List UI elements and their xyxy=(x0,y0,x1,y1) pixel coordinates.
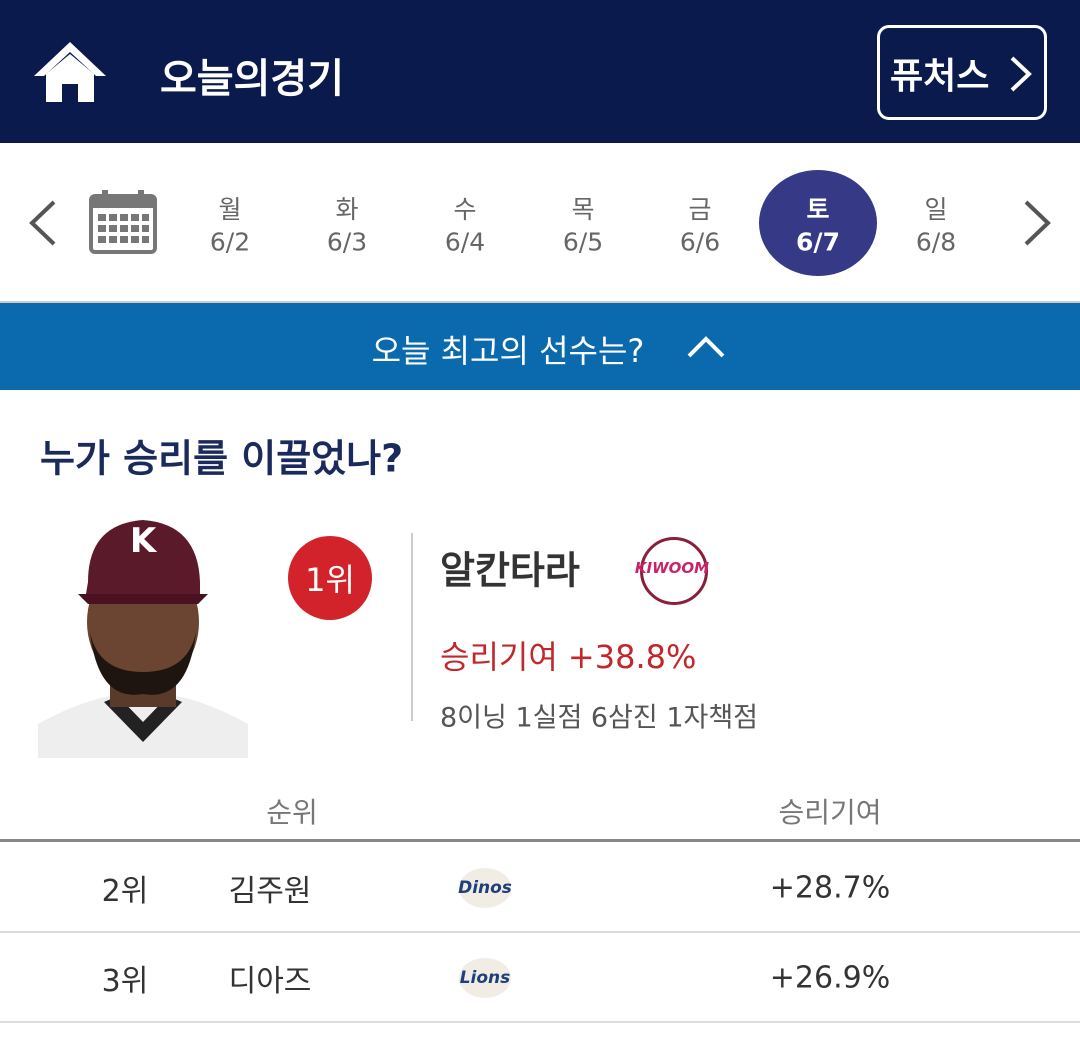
table-header: 순위 xyxy=(266,796,318,829)
weekday[interactable]: 화 xyxy=(335,195,359,224)
date[interactable]: 6/2 xyxy=(209,227,251,257)
row-divider xyxy=(0,931,1080,933)
calendar-icon[interactable] xyxy=(88,188,158,254)
banner[interactable] xyxy=(0,303,1080,390)
team-logo-text: KIWOOM xyxy=(634,559,710,577)
date[interactable]: 6/3 xyxy=(326,227,368,257)
weekday[interactable]: 일 xyxy=(924,195,948,224)
team-logo xyxy=(640,537,708,605)
selected-day[interactable] xyxy=(759,170,877,276)
next-week[interactable] xyxy=(1020,198,1054,248)
home-icon[interactable] xyxy=(30,38,110,106)
date[interactable]: 6/7 xyxy=(796,227,840,257)
player-name: 알칸타라 xyxy=(440,548,580,593)
team-logo-text: Dinos xyxy=(458,878,512,898)
table-header: 승리기여 xyxy=(778,796,882,829)
contribution: +26.9% xyxy=(769,960,891,996)
table-header-line xyxy=(0,839,1080,842)
rank: 3위 xyxy=(101,964,149,999)
date[interactable]: 6/5 xyxy=(562,227,604,257)
row-divider xyxy=(0,1021,1080,1023)
weekday[interactable]: 금 xyxy=(688,195,712,224)
divider xyxy=(0,301,1080,303)
player-stats: 8이닝 1실점 6삼진 1자책점 xyxy=(440,702,759,734)
player-contribution: 승리기여 +38.8% xyxy=(440,638,697,676)
date[interactable]: 6/4 xyxy=(444,227,486,257)
team-logo xyxy=(459,868,511,908)
vertical-divider xyxy=(411,533,413,721)
weekday[interactable]: 목 xyxy=(571,195,595,224)
date[interactable]: 6/6 xyxy=(679,227,721,257)
weekday[interactable]: 토 xyxy=(806,195,830,224)
weekday[interactable]: 수 xyxy=(453,195,477,224)
prev-week[interactable] xyxy=(26,198,60,248)
collapse-icon[interactable] xyxy=(686,334,726,360)
rank-badge-label: 1위 xyxy=(305,561,355,599)
futures-button-label[interactable]: 퓨처스 xyxy=(890,56,990,97)
contribution: +28.7% xyxy=(769,870,891,906)
player-photo: K xyxy=(38,512,248,758)
futures-button[interactable] xyxy=(877,25,1047,120)
section-title: 누가 승리를 이끌었나? xyxy=(40,436,404,481)
player-name: 김주원 xyxy=(228,874,312,909)
rank-badge xyxy=(288,536,372,620)
weekday[interactable]: 월 xyxy=(218,195,242,224)
svg-text:K: K xyxy=(130,521,158,561)
rank: 2위 xyxy=(101,874,149,909)
header-title: 오늘의경기 xyxy=(160,56,344,102)
banner-text[interactable]: 오늘 최고의 선수는? xyxy=(371,332,645,370)
date[interactable]: 6/8 xyxy=(915,227,957,257)
team-logo-text: Lions xyxy=(459,968,511,988)
player-name: 디아즈 xyxy=(228,964,312,999)
team-logo xyxy=(459,958,511,998)
chevron-right xyxy=(1010,56,1032,92)
